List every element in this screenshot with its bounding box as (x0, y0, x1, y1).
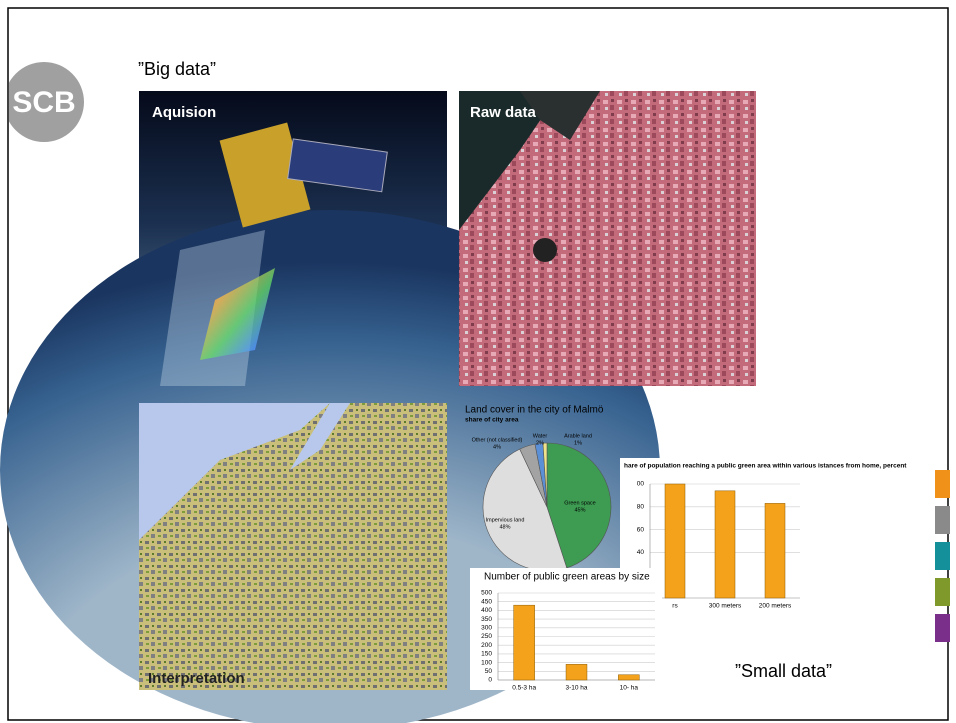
slice-value: 2% (536, 440, 544, 446)
y-tick-label: 500 (481, 590, 492, 597)
y-tick-label: 40 (637, 549, 645, 556)
y-tick-label: 300 (481, 625, 492, 632)
slice-label: Impervious land (486, 517, 525, 523)
logo: SCB (9, 62, 84, 142)
bar (764, 503, 786, 599)
panel-label: Interpretation (148, 670, 245, 687)
chart-title: Land cover in the city of Malmö (465, 405, 604, 416)
y-tick-label: 200 (481, 642, 492, 649)
y-tick-label: 250 (481, 633, 492, 640)
bar (618, 674, 640, 681)
panel-label: Aquision (152, 104, 216, 121)
panel-label: Raw data (470, 104, 537, 121)
bar (714, 490, 736, 599)
logo-text: SCB (12, 86, 75, 119)
y-tick-label: 0 (488, 677, 492, 684)
x-tick-label: 3-10 ha (565, 685, 587, 692)
x-tick-label: rs (672, 603, 678, 610)
y-tick-label: 00 (637, 481, 645, 488)
y-tick-label: 60 (637, 526, 645, 533)
slide-title: ”Big data” (138, 59, 216, 79)
slice-label: Water (533, 433, 548, 439)
bar (565, 664, 588, 681)
slice-value: 1% (574, 440, 582, 446)
bar (664, 483, 686, 599)
bar (513, 604, 535, 681)
raw-image (459, 91, 756, 386)
x-tick-label: 10- ha (620, 685, 639, 692)
footer-text: ”Small data” (735, 661, 832, 681)
slice-value: 48% (499, 524, 510, 530)
x-tick-label: 300 meters (709, 603, 742, 610)
color-swatches (935, 470, 950, 642)
chart-title: Number of public green areas by size (484, 572, 650, 583)
pie-slice (542, 442, 548, 508)
y-tick-label: 150 (481, 651, 492, 658)
y-tick-label: 400 (481, 607, 492, 614)
chart-subtitle: share of city area (465, 417, 519, 424)
x-tick-label: 200 meters (759, 603, 792, 610)
y-tick-label: 450 (481, 598, 492, 605)
x-tick-label: 0.5-3 ha (512, 685, 536, 692)
slice-value: 45% (574, 507, 585, 513)
y-tick-label: 50 (485, 668, 493, 675)
slice-label: Green space (564, 500, 596, 506)
chart-title: hare of population reaching a public gre… (624, 463, 907, 470)
slice-value: 4% (493, 444, 501, 450)
slice-label: Arable land (564, 433, 592, 439)
pie-slice (546, 442, 612, 569)
y-tick-label: 350 (481, 616, 492, 623)
y-tick-label: 100 (481, 659, 492, 666)
slice-label: Other (not classified) (472, 437, 523, 443)
interpretation-image (139, 403, 447, 690)
y-tick-label: 80 (637, 504, 645, 511)
